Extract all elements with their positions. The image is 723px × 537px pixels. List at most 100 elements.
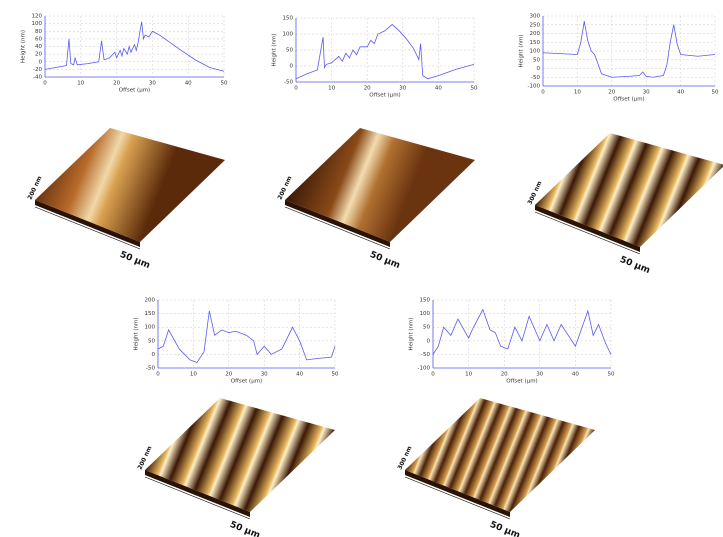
surface-shadow [285,200,390,247]
x-tick-label: 50 [471,86,478,92]
y-tick-label: 0 [290,64,294,70]
y-tick-label: -100 [418,366,431,372]
surface [535,133,723,247]
y-tick-label: -50 [146,366,155,372]
y-tick-label: -20 [33,67,42,73]
y-tick-label: 120 [32,14,43,20]
surface-axis [34,206,141,250]
y-tick-label: 100 [145,325,156,331]
surface-shadow [405,470,510,517]
y-tick-label: -50 [531,75,540,81]
y-tick-label: 150 [283,16,294,22]
surface-axis [144,476,251,520]
surface-axis [404,476,511,520]
y-axis-label: Height (nm) [21,30,27,63]
x-tick-label: 40 [435,86,442,92]
data-line [157,310,336,364]
surface-axis [284,206,391,250]
y-tick-label: 50 [286,48,293,54]
scale-label: 50 µm [618,255,651,276]
surface-shadow [535,205,640,252]
y-tick-label: 100 [283,32,294,38]
y-tick-label: 300 [530,14,541,20]
y-tick-label: 0 [39,59,43,65]
x-tick-label: 10 [465,372,472,378]
x-tick-label: 30 [536,372,543,378]
x-tick-label: 10 [190,372,197,378]
y-axis-label: Height (nm) [409,317,415,350]
y-tick-label: 100 [32,21,43,27]
surface-shadow [35,200,140,247]
data-line [44,21,225,72]
scale-label: 50 µm [368,250,401,271]
data-line [295,23,475,80]
surface-axis [534,211,641,255]
x-tick-label: 0 [294,86,298,92]
y-tick-label: 20 [35,52,42,58]
y-axis-label: Height (nm) [134,317,140,350]
y-tick-label: 60 [35,36,42,42]
x-tick-label: 0 [541,90,545,96]
x-tick-label: 0 [431,372,435,378]
y-tick-label: 150 [145,311,156,317]
y-tick-label: 50 [148,338,155,344]
x-tick-label: 50 [712,90,719,96]
x-axis-label: Offset (µm) [369,93,400,99]
y-axis-label: Height (nm) [519,34,525,67]
surface [285,128,475,242]
surface [145,398,335,512]
x-axis-label: Offset (µm) [231,379,262,385]
data-line [432,308,612,355]
y-tick-label: -100 [528,84,541,90]
data-line [542,21,716,78]
y-tick-label: 200 [145,298,156,304]
x-tick-label: 0 [43,81,47,87]
scale-label: 50 µm [488,520,521,537]
x-tick-label: 10 [77,81,84,87]
x-tick-label: 10 [574,90,581,96]
surface-shadow [145,470,250,517]
x-tick-label: 40 [296,372,303,378]
y-tick-label: 200 [530,31,541,37]
y-tick-label: 100 [420,311,431,317]
surface [35,128,225,242]
y-tick-label: 0 [427,338,431,344]
x-axis-label: Offset (µm) [119,88,150,94]
x-tick-label: 10 [328,86,335,92]
y-tick-label: 40 [35,44,42,50]
x-axis-label: Offset (µm) [506,379,537,385]
x-tick-label: 30 [643,90,650,96]
x-tick-label: 40 [677,90,684,96]
y-tick-label: 50 [423,325,430,331]
surface [405,398,595,512]
x-axis-label: Offset (µm) [613,97,644,103]
x-tick-label: 20 [225,372,232,378]
x-tick-label: 20 [364,86,371,92]
y-tick-label: 150 [530,40,541,46]
y-tick-label: 150 [420,298,431,304]
y-tick-label: 80 [35,29,42,35]
y-tick-label: 0 [152,352,156,358]
x-tick-label: 40 [185,81,192,87]
y-tick-label: -50 [421,352,430,358]
y-tick-label: 50 [533,57,540,63]
y-tick-label: 250 [530,22,541,28]
x-tick-label: 50 [332,372,339,378]
x-tick-label: 20 [608,90,615,96]
y-tick-label: -40 [33,75,42,81]
x-tick-label: 30 [261,372,268,378]
y-tick-label: 0 [537,66,541,72]
y-axis-label: Height (nm) [272,33,278,66]
x-tick-label: 20 [501,372,508,378]
y-tick-label: 100 [530,49,541,55]
x-tick-label: 50 [221,81,228,87]
x-tick-label: 0 [156,372,160,378]
x-tick-label: 50 [608,372,615,378]
y-tick-label: -50 [284,80,293,86]
